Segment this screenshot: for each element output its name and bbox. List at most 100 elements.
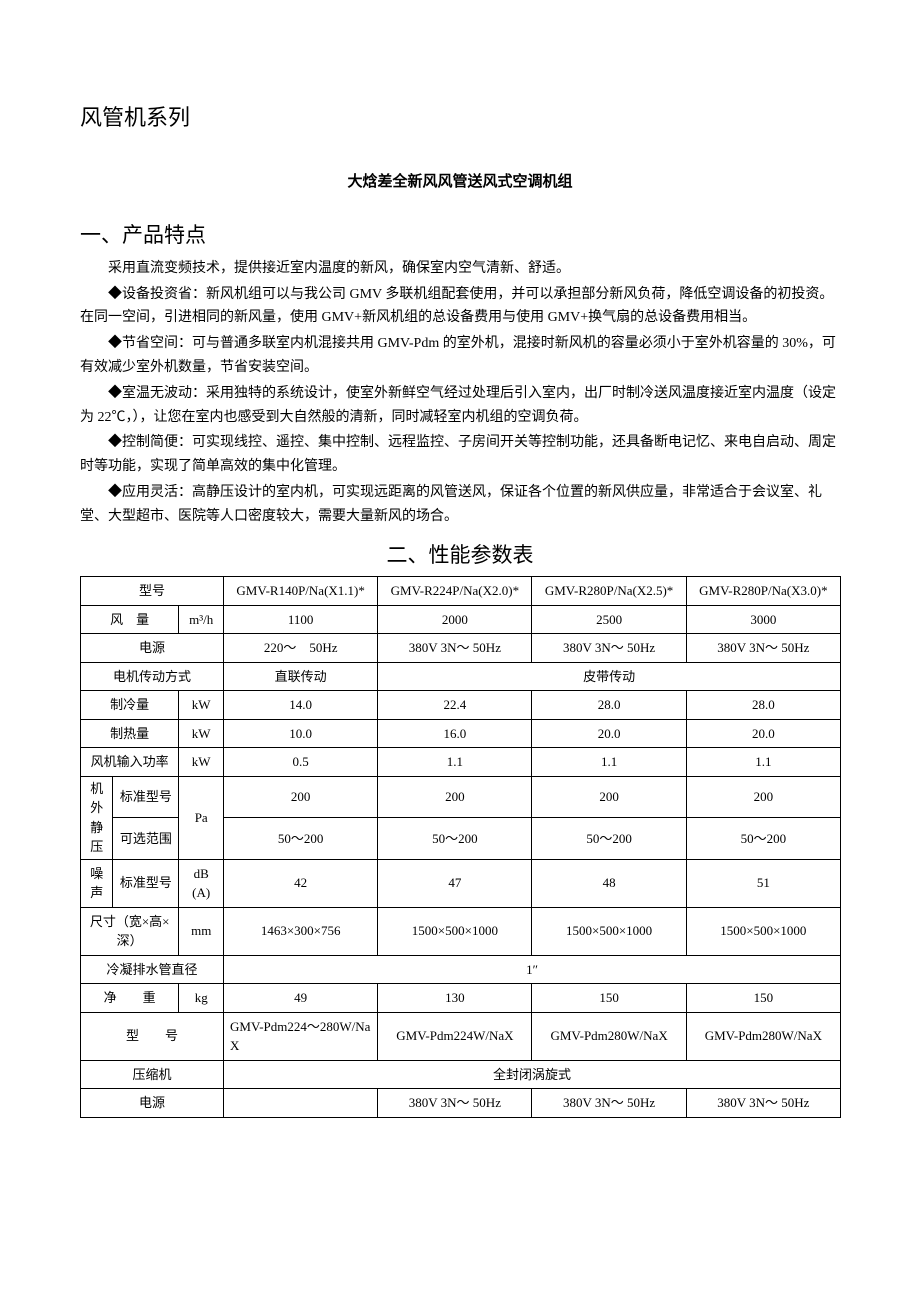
unit-mm: mm	[179, 907, 224, 955]
label-compressor: 压缩机	[81, 1060, 224, 1089]
sp-std-c: 200	[532, 776, 686, 818]
unit-kg: kg	[179, 984, 224, 1013]
airflow-a: 1100	[224, 605, 378, 634]
table-row: 净 重 kg 49 130 150 150	[81, 984, 841, 1013]
table-row: 机外静压 标准型号 Pa 200 200 200 200	[81, 776, 841, 818]
label-ext-sp: 机外静压	[81, 776, 113, 859]
unit-airflow: m³/h	[179, 605, 224, 634]
table-row: 尺寸（宽×高×深） mm 1463×300×756 1500×500×1000 …	[81, 907, 841, 955]
feature-4: ◆控制简便：可实现线控、遥控、集中控制、远程监控、子房间开关等控制功能，还具备断…	[80, 431, 840, 479]
drive-a: 直联传动	[224, 662, 378, 691]
power-c: 380V 3N～ 50Hz	[532, 634, 686, 663]
fan-b: 1.1	[378, 748, 532, 777]
model-a: GMV-R140P/Na(X1.1)*	[224, 577, 378, 605]
table-row: 噪声 标准型号 dB(A) 42 47 48 51	[81, 859, 841, 907]
table-row: 制热量 kW 10.0 16.0 20.0 20.0	[81, 719, 841, 748]
cooling-d: 28.0	[686, 691, 840, 720]
label-power: 电源	[81, 634, 224, 663]
out-power-d: 380V 3N～ 50Hz	[686, 1089, 840, 1118]
cooling-a: 14.0	[224, 691, 378, 720]
unit-kw-1: kW	[179, 691, 224, 720]
noise-d: 51	[686, 859, 840, 907]
label-airflow: 风 量	[81, 605, 179, 634]
out-power-a	[224, 1089, 378, 1118]
out-power-b: 380V 3N～ 50Hz	[378, 1089, 532, 1118]
table-row: 冷凝排水管直径 1″	[81, 955, 841, 984]
fan-c: 1.1	[532, 748, 686, 777]
nw-b: 130	[378, 984, 532, 1013]
dim-a: 1463×300×756	[224, 907, 378, 955]
model-c: GMV-R280P/Na(X2.5)*	[532, 577, 686, 605]
sp-std-a: 200	[224, 776, 378, 818]
table-row: 电源 380V 3N～ 50Hz 380V 3N～ 50Hz 380V 3N～ …	[81, 1089, 841, 1118]
table-row: 型 号 GMV-Pdm224～280W/NaX GMV-Pdm224W/NaX …	[81, 1012, 841, 1060]
feature-5: ◆应用灵活：高静压设计的室内机，可实现远距离的风管送风，保证各个位置的新风供应量…	[80, 481, 840, 529]
noise-b: 47	[378, 859, 532, 907]
cooling-c: 28.0	[532, 691, 686, 720]
label-drive: 电机传动方式	[81, 662, 224, 691]
nw-c: 150	[532, 984, 686, 1013]
sub-title: 大焓差全新风风管送风式空调机组	[80, 170, 840, 194]
heating-a: 10.0	[224, 719, 378, 748]
power-a: 220～ 50Hz	[224, 634, 378, 663]
page-title: 风管机系列	[80, 100, 840, 135]
dim-c: 1500×500×1000	[532, 907, 686, 955]
drive-bcd: 皮带传动	[378, 662, 841, 691]
table-row: 电机传动方式 直联传动 皮带传动	[81, 662, 841, 691]
label-fan-input: 风机输入功率	[81, 748, 179, 777]
sp-std-b: 200	[378, 776, 532, 818]
table-row: 风机输入功率 kW 0.5 1.1 1.1 1.1	[81, 748, 841, 777]
label-drain: 冷凝排水管直径	[81, 955, 224, 984]
fan-a: 0.5	[224, 748, 378, 777]
sp-range-d: 50～200	[686, 818, 840, 860]
out-model-a: GMV-Pdm224～280W/NaX	[224, 1012, 378, 1060]
label-noise: 噪声	[81, 859, 113, 907]
table-row: 风 量 m³/h 1100 2000 2500 3000	[81, 605, 841, 634]
dim-d: 1500×500×1000	[686, 907, 840, 955]
feature-2: ◆节省空间：可与普通多联室内机混接共用 GMV-Pdm 的室外机，混接时新风机的…	[80, 332, 840, 380]
feature-3: ◆室温无波动：采用独特的系统设计，使室外新鲜空气经过处理后引入室内，出厂时制冷送…	[80, 382, 840, 430]
noise-a: 42	[224, 859, 378, 907]
label-std-model-2: 标准型号	[113, 859, 179, 907]
airflow-c: 2500	[532, 605, 686, 634]
label-dim: 尺寸（宽×高×深）	[81, 907, 179, 955]
section1-heading: 一、产品特点	[80, 219, 840, 253]
intro-line: 采用直流变频技术，提供接近室内温度的新风，确保室内空气清新、舒适。	[80, 257, 840, 281]
nw-a: 49	[224, 984, 378, 1013]
airflow-b: 2000	[378, 605, 532, 634]
power-b: 380V 3N～ 50Hz	[378, 634, 532, 663]
sp-range-b: 50～200	[378, 818, 532, 860]
heating-d: 20.0	[686, 719, 840, 748]
section2-heading: 二、性能参数表	[80, 539, 840, 573]
model-d: GMV-R280P/Na(X3.0)*	[686, 577, 840, 605]
table-row: 型号 GMV-R140P/Na(X1.1)* GMV-R224P/Na(X2.0…	[81, 577, 841, 605]
label-out-model: 型 号	[81, 1012, 224, 1060]
out-power-c: 380V 3N～ 50Hz	[532, 1089, 686, 1118]
sp-range-a: 50～200	[224, 818, 378, 860]
label-model: 型号	[81, 577, 224, 605]
fan-d: 1.1	[686, 748, 840, 777]
label-heating: 制热量	[81, 719, 179, 748]
heating-b: 16.0	[378, 719, 532, 748]
noise-c: 48	[532, 859, 686, 907]
compressor-val: 全封闭涡旋式	[224, 1060, 841, 1089]
label-out-power: 电源	[81, 1089, 224, 1118]
unit-pa: Pa	[179, 776, 224, 859]
airflow-d: 3000	[686, 605, 840, 634]
label-std-model: 标准型号	[113, 776, 179, 818]
out-model-d: GMV-Pdm280W/NaX	[686, 1012, 840, 1060]
table-row: 压缩机 全封闭涡旋式	[81, 1060, 841, 1089]
feature-1: ◆设备投资省：新风机组可以与我公司 GMV 多联机组配套使用，并可以承担部分新风…	[80, 283, 840, 331]
out-model-b: GMV-Pdm224W/NaX	[378, 1012, 532, 1060]
power-d: 380V 3N～ 50Hz	[686, 634, 840, 663]
label-net-weight: 净 重	[81, 984, 179, 1013]
unit-kw-3: kW	[179, 748, 224, 777]
spec-table-wrap: 型号 GMV-R140P/Na(X1.1)* GMV-R224P/Na(X2.0…	[80, 576, 841, 1118]
sp-range-c: 50～200	[532, 818, 686, 860]
drain-val: 1″	[224, 955, 841, 984]
spec-table: 型号 GMV-R140P/Na(X1.1)* GMV-R224P/Na(X2.0…	[81, 577, 841, 1118]
heating-c: 20.0	[532, 719, 686, 748]
nw-d: 150	[686, 984, 840, 1013]
dim-b: 1500×500×1000	[378, 907, 532, 955]
sp-std-d: 200	[686, 776, 840, 818]
